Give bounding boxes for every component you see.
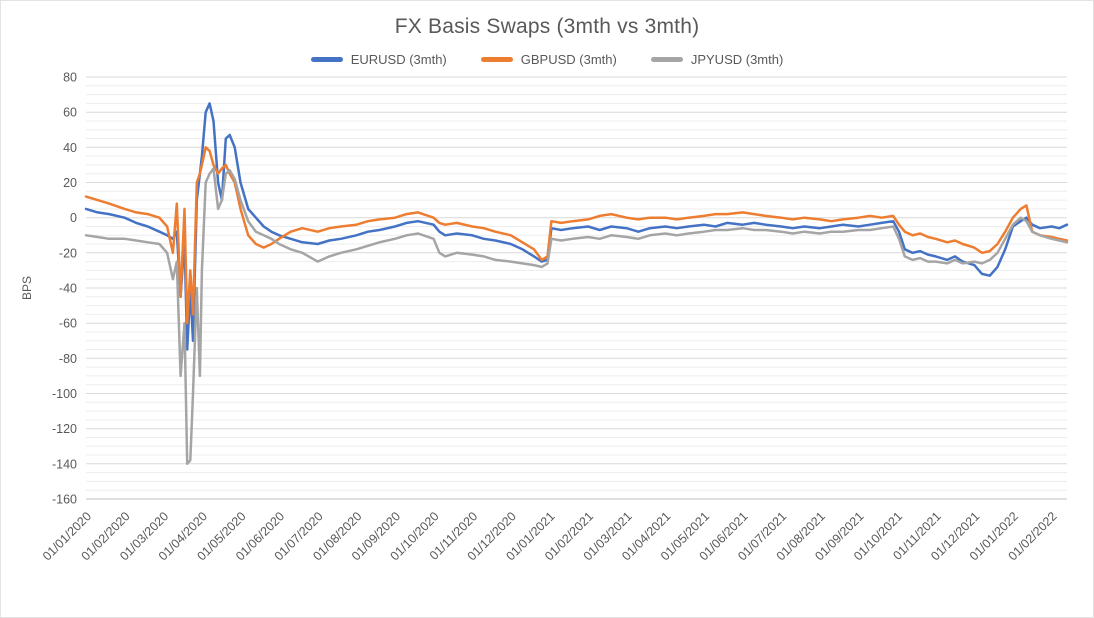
legend-swatch-jpyusd-icon [650, 57, 683, 62]
series-line-gbpusd [84, 146, 1069, 325]
y-tick-label: -80 [59, 352, 77, 366]
legend-item-jpyusd: JPYUSD (3mth) [650, 52, 784, 67]
y-tick-label: -160 [52, 493, 77, 507]
legend-swatch-eurusd-icon [310, 57, 343, 62]
y-tick-label: -40 [59, 282, 77, 296]
y-tick-label: -100 [52, 387, 77, 401]
y-tick-label: 40 [63, 141, 77, 155]
legend-label-eurusd: EURUSD (3mth) [350, 52, 447, 67]
y-tick-label: 60 [63, 106, 77, 120]
legend-item-gbpusd: GBPUSD (3mth) [480, 52, 617, 67]
y-tick-label: -60 [59, 317, 77, 331]
y-tick-label: 0 [70, 211, 77, 225]
y-tick-label: 20 [63, 176, 77, 190]
series-line-jpyusd [84, 167, 1069, 466]
chart-svg: 806040200-20-40-60-80-100-120-140-16001/… [20, 71, 1069, 563]
chart-legend: EURUSD (3mth) GBPUSD (3mth) JPYUSD (3mth… [1, 52, 1093, 67]
chart-title: FX Basis Swaps (3mth vs 3mth) [394, 15, 700, 38]
legend-swatch-gbpusd-icon [480, 57, 513, 62]
y-tick-label: -20 [59, 246, 77, 260]
legend-item-eurusd: EURUSD (3mth) [310, 52, 447, 67]
legend-label-jpyusd: JPYUSD (3mth) [690, 52, 784, 67]
y-tick-label: -120 [52, 422, 77, 436]
y-axis-title: BPS [20, 276, 34, 300]
y-tick-label: -140 [52, 457, 77, 471]
y-tick-label: 80 [63, 71, 77, 85]
series-line-eurusd [84, 102, 1069, 351]
legend-label-gbpusd: GBPUSD (3mth) [520, 52, 617, 67]
